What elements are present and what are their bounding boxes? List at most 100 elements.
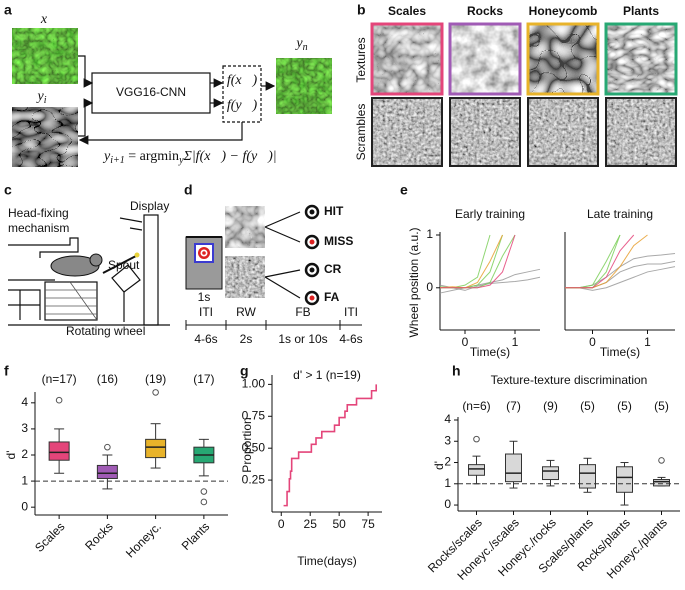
n-label: (5) <box>617 399 632 413</box>
scramble-image <box>372 98 442 166</box>
data-line <box>565 266 676 291</box>
outcome-icon <box>309 209 315 215</box>
flier <box>152 389 159 396</box>
data-line <box>565 260 676 289</box>
feature-label: f(y⃗) <box>227 98 258 113</box>
x-tick-label: 1 <box>512 335 519 349</box>
rig-drawing <box>8 214 170 326</box>
outcome-icon <box>309 267 315 273</box>
column-label: Plants <box>623 4 659 18</box>
data-line <box>283 384 378 507</box>
y-tick-label: 2 <box>444 455 451 469</box>
data-line <box>439 276 541 291</box>
y-tick-label: 3 <box>21 421 28 435</box>
arrow <box>78 98 94 137</box>
network-box <box>91 72 211 114</box>
timeline-bracket <box>265 320 340 330</box>
equation: yi+1 = argminyΣ|f(x⃗) − f(y⃗)| <box>102 149 277 166</box>
y-axis-label: d' <box>432 461 446 470</box>
x-tick-label: 0 <box>278 517 285 531</box>
x-tick-label: 0 <box>589 335 596 349</box>
phase-duration: 2s <box>240 332 253 346</box>
texture-grid: Scales Rocks Honeycomb Plants <box>370 4 678 167</box>
x-tick-label: 0 <box>462 335 469 349</box>
n-label: (16) <box>97 372 118 386</box>
init-label: yi <box>36 89 47 106</box>
scramble-image <box>450 98 520 166</box>
y-tick-label: 0 <box>426 280 433 294</box>
panel-letter: e <box>400 182 408 198</box>
scramble-frame <box>371 97 443 167</box>
row-label: Scrambles <box>354 104 368 161</box>
n-label: (n=17) <box>42 372 77 386</box>
input-label: x <box>40 12 48 27</box>
y-tick-label: 0 <box>444 497 451 511</box>
outcome-icon <box>309 295 315 301</box>
flier <box>55 396 63 404</box>
output-label: yn <box>294 36 307 53</box>
label: mechanism <box>8 221 69 235</box>
y-tick-label: 4 <box>444 412 451 426</box>
chart-title: Texture-texture discrimination <box>491 373 648 387</box>
n-label: (5) <box>580 399 595 413</box>
label: Rotating wheel <box>66 324 145 338</box>
phase-label: ITI <box>199 305 213 319</box>
x-tick-label: 50 <box>332 517 346 531</box>
texture-image <box>606 24 676 94</box>
scramble-frame <box>449 97 521 167</box>
scramble-frame <box>605 97 677 167</box>
timeline: ITI 4-6s RW 2s FB 1s or 10s ITI 4-6s <box>185 305 363 346</box>
texture-image <box>528 24 598 94</box>
texture-frame <box>604 22 678 96</box>
x-tick-label: Honeyc. <box>123 519 164 560</box>
arrow <box>78 55 94 88</box>
box <box>579 464 596 489</box>
scramble-frame <box>527 97 599 167</box>
feature-label: f(x⃗) <box>227 73 258 88</box>
phase-duration: 4-6s <box>194 332 217 346</box>
n-label: (9) <box>543 399 558 413</box>
y-tick-label: 0 <box>21 499 28 513</box>
flier <box>200 498 208 506</box>
flier <box>473 435 480 443</box>
y-tick-label: 0.75 <box>242 408 266 422</box>
phase-duration: 1s or 10s <box>278 332 327 346</box>
n-label: (n=6) <box>462 399 490 413</box>
outcome-label: MISS <box>324 234 353 248</box>
box <box>48 441 70 461</box>
flier <box>104 443 111 451</box>
panel-letter: h <box>452 363 461 379</box>
y-tick-label: 0.25 <box>242 472 266 486</box>
x-axis-label: Time(s) <box>470 345 510 359</box>
box <box>616 466 633 493</box>
x-tick-label: 75 <box>361 517 375 531</box>
label: Display <box>130 199 169 213</box>
x-axis-label: Time(days) <box>297 554 357 568</box>
phase-duration: 4-6s <box>339 332 362 346</box>
panel-letter: f <box>4 363 9 379</box>
outcome-label: HIT <box>324 204 344 218</box>
stimulus-duration: 1s <box>198 290 211 304</box>
arrow <box>78 122 243 145</box>
data-line <box>440 234 503 289</box>
timeline-bracket <box>225 320 266 330</box>
column-label: Rocks <box>467 4 503 18</box>
phase-label: RW <box>236 305 256 319</box>
x-axis-label: Time(s) <box>600 345 640 359</box>
x-tick-label: Plants <box>179 519 212 552</box>
phase-label: ITI <box>344 305 358 319</box>
n-label: (5) <box>654 399 669 413</box>
flier <box>200 488 208 495</box>
y-tick-label: 1 <box>444 476 451 490</box>
panel-letter: c <box>4 182 12 198</box>
row-label: Textures <box>354 37 368 82</box>
x-tick-label: Scales <box>32 519 67 554</box>
x-tick-label: Rocks <box>82 519 115 552</box>
box <box>96 464 118 479</box>
trial-drawing <box>185 206 301 299</box>
y-tick-label: 1 <box>426 227 433 241</box>
y-tick-label: 4 <box>21 395 28 409</box>
y-axis-label: Proportion <box>240 417 254 472</box>
y-tick-label: 1.00 <box>242 377 266 391</box>
